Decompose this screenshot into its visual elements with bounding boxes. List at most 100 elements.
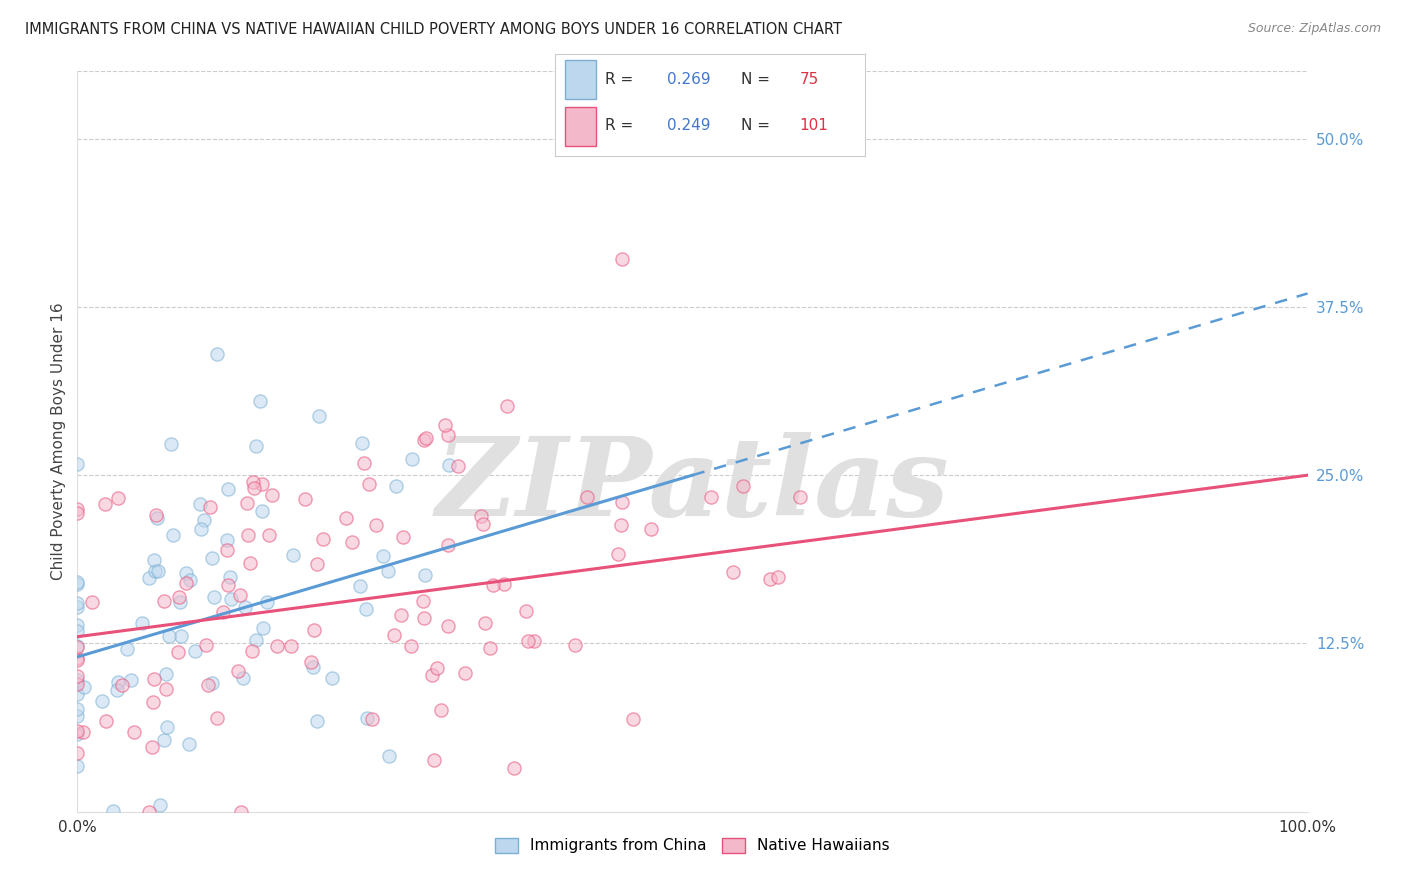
Bar [565, 60, 596, 99]
Point [766, 569, 789, 583]
Point [73, 680, 96, 694]
Point [364, 518, 387, 533]
Text: Source: ZipAtlas.com: Source: ZipAtlas.com [1247, 22, 1381, 36]
Point [105, 683, 128, 698]
Point [66, 709, 89, 723]
Point [219, 570, 242, 584]
Point [155, 666, 177, 681]
Point [377, 565, 399, 579]
Point [162, 528, 184, 542]
Point [515, 604, 537, 618]
Point [166, 645, 188, 659]
Point [266, 640, 288, 654]
Point [66, 599, 89, 614]
Point [170, 629, 193, 643]
Point [307, 557, 329, 571]
Y-axis label: Child Poverty Among Boys Under 16: Child Poverty Among Boys Under 16 [51, 302, 66, 581]
Point [232, 671, 254, 685]
Point [66, 574, 89, 589]
Point [179, 737, 201, 751]
Point [731, 479, 754, 493]
Point [335, 511, 357, 525]
Point [146, 511, 169, 525]
Point [142, 695, 165, 709]
Point [758, 572, 780, 586]
Point [184, 643, 207, 657]
Point [382, 628, 405, 642]
Point [215, 533, 238, 547]
Point [174, 575, 197, 590]
Point [94, 497, 117, 511]
Point [470, 509, 492, 524]
Point [229, 588, 252, 602]
Point [412, 434, 434, 448]
Point [107, 674, 129, 689]
Point [700, 490, 723, 504]
Point [143, 552, 166, 566]
Point [197, 678, 219, 692]
Point [610, 517, 633, 532]
Text: N =: N = [741, 119, 775, 133]
Point [115, 642, 138, 657]
Point [352, 436, 374, 450]
Point [250, 503, 273, 517]
Point [446, 458, 468, 473]
Point [472, 517, 495, 532]
Point [120, 673, 142, 688]
Point [200, 550, 222, 565]
Point [516, 634, 538, 648]
Point [349, 579, 371, 593]
Point [66, 677, 89, 691]
Point [226, 664, 249, 678]
Point [201, 676, 224, 690]
Point [202, 590, 225, 604]
Point [167, 591, 190, 605]
Point [66, 640, 89, 654]
Point [294, 491, 316, 506]
Point [66, 759, 89, 773]
Point [401, 452, 423, 467]
Point [479, 640, 502, 655]
Point [179, 573, 201, 587]
Point [145, 508, 167, 523]
Point [231, 805, 253, 819]
Point [169, 595, 191, 609]
Text: R =: R = [605, 119, 638, 133]
Point [359, 477, 381, 491]
Point [454, 666, 477, 681]
Text: 0.249: 0.249 [666, 119, 710, 133]
Point [66, 577, 89, 591]
Point [66, 653, 89, 667]
Point [245, 632, 267, 647]
Point [240, 643, 263, 657]
Point [482, 578, 505, 592]
Point [430, 704, 453, 718]
Point [356, 711, 378, 725]
Point [412, 611, 434, 625]
Point [155, 682, 177, 697]
Point [245, 439, 267, 453]
Point [242, 475, 264, 489]
Point [66, 651, 89, 665]
Point [138, 571, 160, 585]
Point [157, 630, 180, 644]
Point [219, 591, 242, 606]
Point [612, 495, 634, 509]
Point [66, 596, 89, 610]
Point [474, 616, 496, 631]
Point [437, 619, 460, 633]
Point [235, 600, 257, 615]
Point [280, 640, 302, 654]
Point [371, 549, 394, 563]
Text: N =: N = [741, 72, 775, 87]
Text: 0.269: 0.269 [666, 72, 710, 87]
Point [392, 530, 415, 544]
Point [66, 746, 89, 760]
Point [66, 640, 89, 655]
Point [354, 602, 377, 616]
Point [250, 477, 273, 491]
Point [66, 673, 89, 688]
Point [188, 497, 211, 511]
Point [205, 711, 228, 725]
Point [260, 488, 283, 502]
